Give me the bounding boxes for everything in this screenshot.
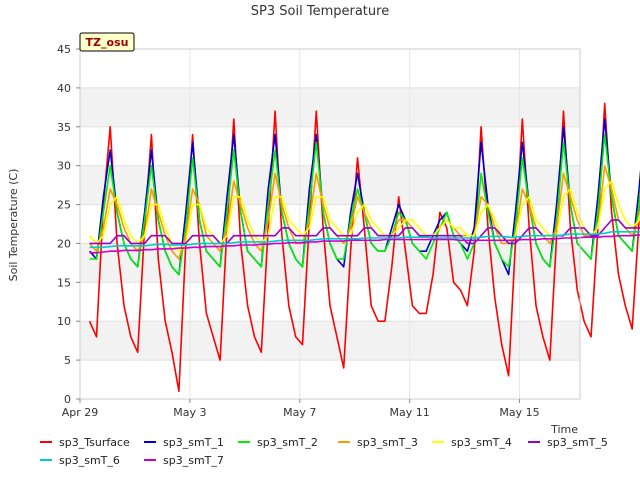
y-axis-ticks: 0 5 10 15 20 25 30 35 40 45 <box>57 43 80 406</box>
y-tick-label: 15 <box>57 276 71 289</box>
legend-item-sp3-smT-1: sp3_smT_1 <box>144 436 224 449</box>
y-axis-label: Soil Temperature (C) <box>7 169 20 282</box>
grid-band <box>80 165 580 205</box>
legend-label: sp3_smT_7 <box>163 454 224 467</box>
x-tick-label: May 3 <box>173 406 206 419</box>
tz-annotation-text: TZ_osu <box>86 36 129 49</box>
grid-band <box>80 87 580 127</box>
grid-band <box>80 243 580 283</box>
legend-label: sp3_smT_6 <box>59 454 120 467</box>
grid-band <box>80 321 580 361</box>
chart-title: SP3 Soil Temperature <box>251 4 389 19</box>
y-tick-label: 35 <box>57 121 71 134</box>
legend-item-sp3-Tsurface: sp3_Tsurface <box>40 436 130 449</box>
legend-item-sp3-smT-4: sp3_smT_4 <box>432 436 512 449</box>
x-axis-ticks: Apr 29 May 3 May 7 May 11 May 15 <box>62 399 540 419</box>
series-line-sp3-smT-6 <box>89 230 640 249</box>
legend-label: sp3_smT_3 <box>357 436 418 449</box>
legend-item-sp3-smT-5: sp3_smT_5 <box>528 436 608 449</box>
y-tick-label: 25 <box>57 199 71 212</box>
x-tick-label: May 11 <box>390 406 430 419</box>
tz-annotation: TZ_osu <box>79 32 135 52</box>
y-tick-label: 45 <box>57 43 71 56</box>
legend-item-sp3-smT-6: sp3_smT_6 <box>40 454 120 467</box>
y-tick-label: 0 <box>64 393 71 406</box>
y-tick-label: 10 <box>57 315 71 328</box>
legend-label: sp3_smT_2 <box>257 436 318 449</box>
legend-label: sp3_Tsurface <box>59 436 130 449</box>
plot-frame <box>79 48 581 400</box>
legend-label: sp3_smT_1 <box>163 436 224 449</box>
plot-background-bands <box>80 87 580 361</box>
y-tick-label: 5 <box>64 354 71 367</box>
series-line-sp3-Tsurface <box>88 102 640 393</box>
legend-item-sp3-smT-2: sp3_smT_2 <box>238 436 318 449</box>
legend-item-sp3-smT-3: sp3_smT_3 <box>338 436 418 449</box>
series-layer <box>88 102 640 393</box>
y-tick-label: 20 <box>57 237 71 250</box>
series-line-sp3-smT-5 <box>89 219 640 245</box>
legend: sp3_Tsurface sp3_smT_1 sp3_smT_2 sp3_smT_3 s… <box>40 436 608 467</box>
x-tick-label: Apr 29 <box>62 406 99 419</box>
x-axis-label: Time <box>550 423 578 436</box>
legend-item-sp3-smT-7: sp3_smT_7 <box>144 454 224 467</box>
series-line-sp3-smT-7 <box>89 234 640 254</box>
y-tick-label: 30 <box>57 160 71 173</box>
legend-label: sp3_smT_5 <box>547 436 608 449</box>
x-tick-label: May 15 <box>499 406 539 419</box>
series-line-sp3-smT-4 <box>89 180 640 252</box>
y-tick-label: 40 <box>57 82 71 95</box>
legend-label: sp3_smT_4 <box>451 436 512 449</box>
x-tick-label: May 7 <box>283 406 316 419</box>
